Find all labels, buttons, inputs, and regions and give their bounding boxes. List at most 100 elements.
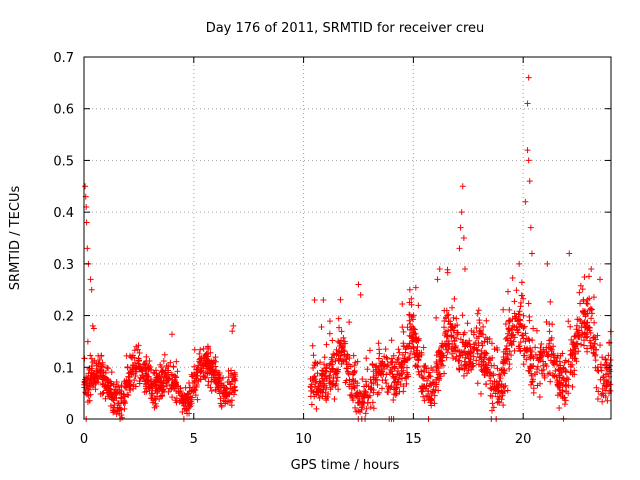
data-point <box>173 395 180 402</box>
data-point <box>396 349 403 356</box>
data-point <box>591 352 598 359</box>
data-point <box>518 332 525 339</box>
data-point <box>558 379 565 386</box>
data-point <box>367 404 374 411</box>
data-point <box>530 325 537 332</box>
data-point <box>307 376 314 383</box>
data-point <box>124 364 131 371</box>
data-point <box>568 336 575 343</box>
data-point <box>412 330 419 337</box>
data-point <box>369 362 376 369</box>
data-point <box>102 377 109 384</box>
data-point <box>335 324 342 331</box>
data-point <box>395 379 402 386</box>
data-point <box>454 321 461 328</box>
data-point <box>188 394 195 401</box>
data-point <box>182 396 189 403</box>
data-point <box>540 366 547 373</box>
data-point <box>406 286 413 293</box>
data-point <box>489 407 496 414</box>
data-point <box>379 377 386 384</box>
data-point <box>591 340 598 347</box>
data-point <box>131 377 138 384</box>
data-point <box>335 355 342 362</box>
data-point <box>338 328 345 335</box>
data-point <box>577 300 584 307</box>
data-point <box>439 340 446 347</box>
data-point <box>567 351 574 358</box>
data-point <box>113 411 120 418</box>
data-point <box>323 341 330 348</box>
data-point <box>504 288 511 295</box>
data-point <box>603 383 610 390</box>
data-point <box>591 319 598 326</box>
data-point <box>156 382 163 389</box>
data-point <box>546 328 553 335</box>
data-point <box>232 387 239 394</box>
data-point <box>434 276 441 283</box>
data-point <box>160 357 167 364</box>
data-point <box>394 367 401 374</box>
data-point <box>330 375 337 382</box>
data-point <box>82 183 89 190</box>
data-point <box>477 390 484 397</box>
data-point <box>504 355 511 362</box>
data-point <box>461 266 468 273</box>
data-point <box>335 315 342 322</box>
data-point <box>390 396 397 403</box>
data-point <box>312 379 319 386</box>
data-point <box>397 372 404 379</box>
data-point <box>403 374 410 381</box>
data-point <box>431 400 438 407</box>
data-point <box>541 372 548 379</box>
data-point <box>349 397 356 404</box>
data-point <box>161 351 168 358</box>
data-point <box>475 307 482 314</box>
data-point <box>494 399 501 406</box>
data-point <box>595 368 602 375</box>
data-point <box>197 376 204 383</box>
data-point <box>159 387 166 394</box>
data-point <box>163 362 170 369</box>
data-point <box>90 325 97 332</box>
data-point <box>84 399 91 406</box>
data-point <box>176 398 183 405</box>
data-point <box>414 364 421 371</box>
data-point <box>391 363 398 370</box>
data-point <box>446 343 453 350</box>
data-point <box>385 389 392 396</box>
data-point <box>565 318 572 325</box>
data-point <box>477 327 484 334</box>
data-point <box>526 178 533 185</box>
data-point <box>588 345 595 352</box>
data-point <box>532 344 539 351</box>
data-point <box>374 391 381 398</box>
data-point <box>129 364 136 371</box>
data-point <box>84 245 91 252</box>
data-point <box>204 343 211 350</box>
data-point <box>350 377 357 384</box>
data-point <box>548 348 555 355</box>
data-point <box>461 358 468 365</box>
data-point <box>399 301 406 308</box>
data-point <box>141 389 148 396</box>
data-point <box>307 393 314 400</box>
data-point <box>343 365 350 372</box>
data-point <box>540 346 547 353</box>
data-point <box>327 360 334 367</box>
data-point <box>144 377 151 384</box>
data-point <box>136 357 143 364</box>
data-point <box>135 363 142 370</box>
data-point <box>123 377 130 384</box>
data-point <box>426 373 433 380</box>
data-point <box>561 394 568 401</box>
data-point <box>408 323 415 330</box>
data-point <box>586 337 593 344</box>
data-point <box>500 360 507 367</box>
data-point <box>393 359 400 366</box>
data-point <box>321 382 328 389</box>
data-point <box>123 352 130 359</box>
data-point <box>311 383 318 390</box>
data-point <box>375 355 382 362</box>
data-point <box>500 348 507 355</box>
